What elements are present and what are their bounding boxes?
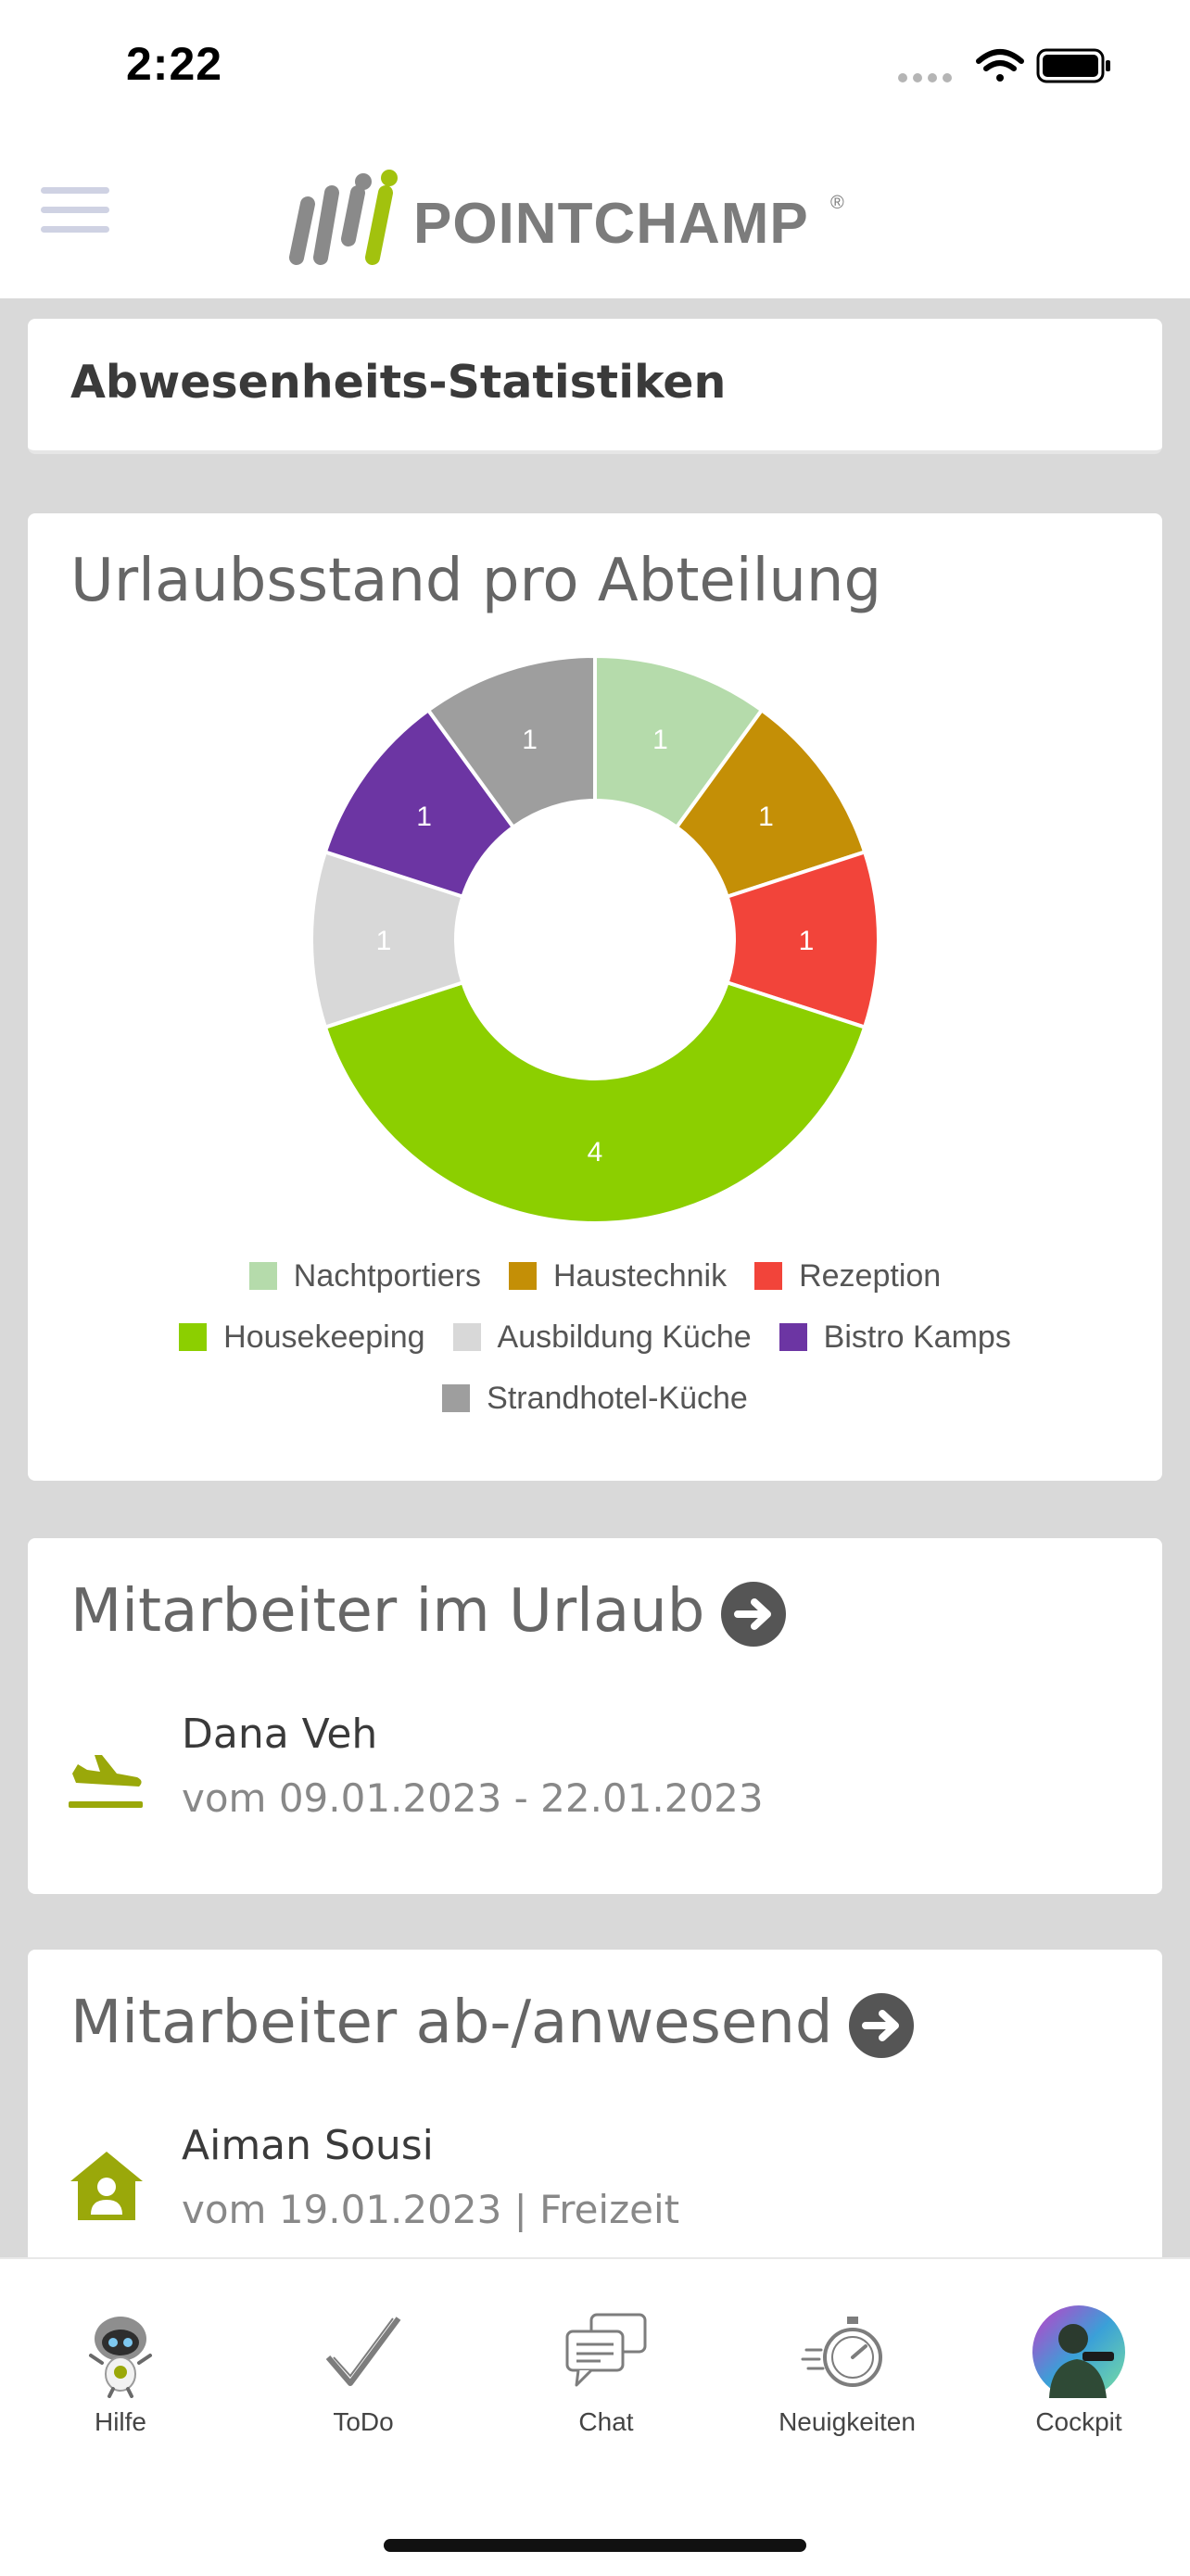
donut-chart: 1 1 1 4 1 1 1 (310, 653, 880, 1225)
employees-on-vacation-card: Mitarbeiter im Urlaub Dana Veh vom 09.01… (28, 1538, 1162, 1894)
presence-employee-dates: vom 19.01.2023 | Freizeit (182, 2187, 680, 2232)
donut-value-label: 1 (758, 802, 774, 832)
battery-icon (1036, 48, 1110, 83)
legend-item-ausbildung-kueche[interactable]: Ausbildung Küche (452, 1319, 752, 1356)
donut-value-label: 1 (652, 725, 668, 755)
tab-neuigkeiten[interactable]: Neuigkeiten (754, 2305, 940, 2454)
hamburger-menu-icon[interactable] (41, 187, 109, 241)
tab-label: Chat (578, 2407, 634, 2436)
app-header: POINTCHAMP ® (0, 139, 1190, 298)
stopwatch-icon (801, 2317, 882, 2387)
legend-swatch (442, 1384, 471, 1412)
donut-slice-strandhotel-k-che[interactable] (425, 653, 597, 830)
registered-mark: ® (830, 193, 844, 213)
legend-item-strandhotel-kueche[interactable]: Strandhotel-Küche (442, 1381, 748, 1417)
tab-label: Cockpit (1035, 2407, 1122, 2436)
donut-value-label: 1 (416, 802, 432, 832)
robot-icon (89, 2317, 152, 2398)
legend-item-bistro-kamps[interactable]: Bistro Kamps (779, 1320, 1011, 1356)
presence-employee-name: Aiman Sousi (182, 2122, 434, 2169)
legend-swatch (508, 1262, 537, 1290)
tab-hilfe[interactable]: Hilfe (28, 2305, 213, 2454)
legend-label: Nachtportiers (293, 1257, 481, 1294)
chart-title: Urlaubsstand pro Abteilung (70, 547, 882, 615)
arrow-right-icon[interactable] (849, 1993, 915, 2059)
legend-item-rezeption[interactable]: Rezeption (754, 1258, 941, 1294)
legend-item-housekeeping[interactable]: Housekeeping (179, 1319, 425, 1356)
bottom-tab-bar: Hilfe ToDo Chat Neuigkeiten (0, 2257, 1190, 2576)
legend-row: Strandhotel-Küche (28, 1368, 1162, 1429)
legend-label: Rezeption (799, 1257, 942, 1294)
vacation-chart-card: Urlaubsstand pro Abteilung 1 1 1 4 1 1 1 Nacht… (28, 513, 1162, 1481)
wifi-icon (976, 49, 1024, 82)
legend-swatch (779, 1323, 807, 1351)
cellular-signal-icon (898, 73, 952, 82)
pointchamp-logo: POINTCHAMP ® (284, 165, 877, 267)
donut-value-label: 4 (588, 1137, 603, 1168)
tab-label: Neuigkeiten (779, 2407, 916, 2436)
presence-section-header: Mitarbeiter ab-/anwesend (70, 1989, 915, 2059)
arrow-right-icon[interactable] (721, 1582, 787, 1648)
legend-row: Housekeeping Ausbildung Küche Bistro Kam… (28, 1307, 1162, 1368)
vacation-section-header: Mitarbeiter im Urlaub (70, 1577, 787, 1648)
home-indicator (384, 2539, 806, 2552)
status-bar: 2:22 (0, 0, 1190, 139)
donut-slice-housekeeping[interactable] (323, 979, 867, 1225)
vacation-employee-dates: vom 09.01.2023 - 22.01.2023 (182, 1775, 764, 1821)
home-person-icon (70, 2152, 143, 2220)
avatar-icon (1032, 2305, 1125, 2398)
logo-mark-icon (289, 170, 398, 265)
airplane-landing-icon (69, 1755, 143, 1808)
legend-item-haustechnik[interactable]: Haustechnik (508, 1257, 728, 1294)
legend-swatch (754, 1262, 783, 1290)
donut-value-label: 1 (522, 725, 538, 755)
presence-section-title: Mitarbeiter ab-/anwesend (70, 1989, 833, 2057)
checkmark-icon (325, 2317, 401, 2386)
legend-label: Housekeeping (223, 1319, 425, 1355)
donut-value-label: 1 (799, 926, 815, 956)
donut-value-label: 1 (376, 926, 392, 956)
status-time: 2:22 (126, 38, 223, 90)
legend-item-nachtportiers[interactable]: Nachtportiers (248, 1257, 481, 1294)
page-title: Abwesenheits-Statistiken (70, 356, 727, 409)
legend-label: Haustechnik (552, 1257, 728, 1294)
legend-swatch (452, 1323, 481, 1351)
tab-chat[interactable]: Chat (513, 2305, 699, 2454)
legend-label: Strandhotel-Küche (487, 1380, 748, 1416)
tab-label: ToDo (333, 2407, 394, 2436)
tab-cockpit[interactable]: Cockpit (986, 2305, 1171, 2454)
status-icons (898, 48, 1110, 83)
chart-legend: Nachtportiers Haustechnik Rezeption Hous… (28, 1245, 1162, 1429)
brand-name: POINTCHAMP (413, 192, 809, 256)
legend-swatch (248, 1262, 277, 1290)
legend-swatch (179, 1323, 208, 1351)
legend-label: Ausbildung Küche (497, 1319, 752, 1355)
tab-todo[interactable]: ToDo (271, 2305, 456, 2454)
legend-row: Nachtportiers Haustechnik Rezeption (28, 1245, 1162, 1307)
chat-bubbles-icon (565, 2313, 647, 2387)
legend-label: Bistro Kamps (823, 1319, 1011, 1355)
vacation-employee-name: Dana Veh (182, 1711, 378, 1758)
tab-label: Hilfe (94, 2407, 146, 2436)
vacation-section-title: Mitarbeiter im Urlaub (70, 1577, 705, 1646)
page-title-card: Abwesenheits-Statistiken (28, 319, 1162, 454)
